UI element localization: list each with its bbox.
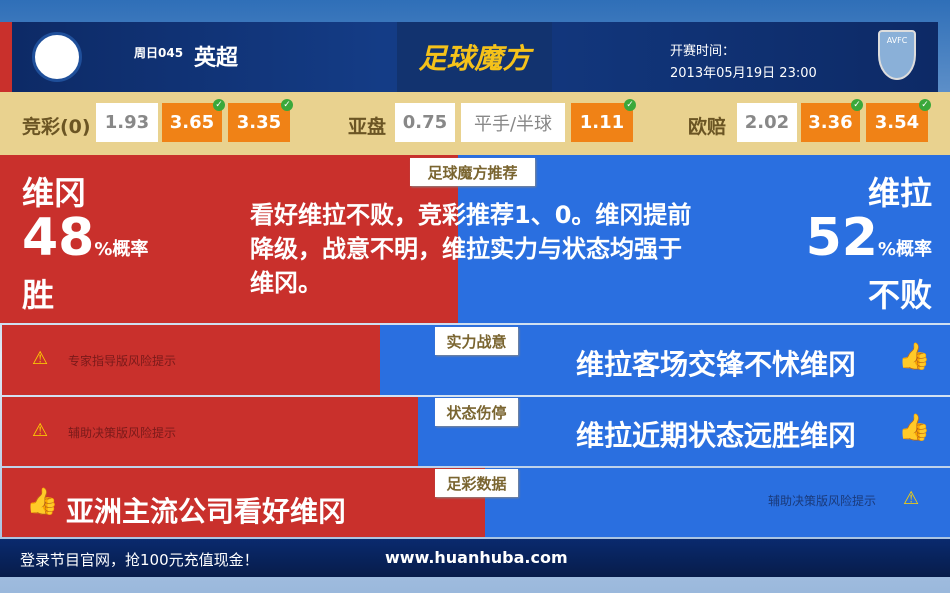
risk-link[interactable]: 辅助决策版风险提示 [768, 494, 877, 508]
row-right [485, 468, 950, 537]
divider [0, 22, 12, 92]
row-left [2, 397, 418, 466]
warning-icon: ⚠ [32, 420, 49, 441]
row-conclusion: 维拉近期状态远胜维冈 [576, 419, 857, 452]
kickoff-label: 开赛时间： [670, 44, 736, 59]
jingcai-label: 竞彩(0) [22, 116, 91, 138]
check-icon: ✓ [851, 99, 863, 111]
match-header: 周日045 英超 足球魔方 开赛时间： 2013年05月19日 23:00 AV… [0, 22, 938, 92]
website-link[interactable]: www.huanhuba.com [385, 548, 568, 567]
check-icon: ✓ [213, 99, 225, 111]
oupei-label: 欧赔 [688, 116, 727, 138]
warning-icon: ⚠ [903, 488, 920, 509]
home-result: 胜 [22, 276, 55, 314]
away-result: 不败 [867, 276, 932, 314]
odds-value: 1.11 ✓ [571, 99, 636, 142]
league-name: 英超 [194, 46, 239, 71]
check-icon: ✓ [281, 99, 293, 111]
odds-value: 1.93 [96, 103, 158, 142]
row-conclusion: 维拉客场交锋不怵维冈 [576, 348, 857, 381]
odds-value: 2.02 [737, 103, 797, 142]
away-probability: 52%概率 [805, 208, 932, 268]
home-recommend-panel [0, 155, 458, 323]
home-team-crest [32, 32, 82, 82]
app-logo: 足球魔方 [418, 42, 531, 75]
match-number: 周日045 [134, 46, 184, 60]
footer: 登录节目官网，抢100元充值现金！ www.huanhuba.com [0, 539, 950, 577]
odds-value: 3.36 ✓ [801, 99, 863, 142]
row-tag: 状态伤停 [435, 398, 518, 426]
thumbs-up-icon: 👍 [26, 487, 59, 517]
row-tag: 足彩数据 [435, 469, 518, 497]
away-team-crest: AVFC [878, 30, 916, 80]
yapan-label: 亚盘 [348, 116, 387, 138]
row-left [2, 325, 380, 395]
away-team-name: 维拉 [867, 174, 932, 212]
warning-icon: ⚠ [32, 348, 49, 369]
odds-value: 3.65 ✓ [162, 99, 225, 142]
promo-text: 登录节目官网，抢100元充值现金！ [20, 551, 259, 569]
recommend-tag: 足球魔方推荐 [410, 158, 535, 186]
odds-value: 3.35 ✓ [228, 99, 293, 142]
odds-value: 3.54 ✓ [866, 99, 931, 142]
risk-link[interactable]: 专家指导版风险提示 [68, 354, 177, 368]
row-left [2, 468, 485, 537]
home-probability: 48%概率 [22, 208, 149, 268]
handicap-value: 平手/半球 [461, 103, 565, 142]
odds-bar: 竞彩(0) 1.93 3.65 ✓ 3.35 ✓ 亚盘 0.75 平手/半球 1.1… [0, 92, 950, 155]
check-icon: ✓ [624, 99, 636, 111]
recommend-text: 看好维拉不败，竞彩推荐1、0。维冈提前降级，战意不明，维拉实力与状态均强于维冈。 [250, 201, 692, 297]
thumbs-up-icon: 👍 [898, 342, 931, 372]
thumbs-up-icon: 👍 [898, 413, 931, 443]
row-conclusion: 亚洲主流公司看好维冈 [66, 495, 347, 528]
row-tag: 实力战意 [435, 327, 518, 355]
check-icon: ✓ [919, 99, 931, 111]
odds-value: 0.75 [395, 103, 455, 142]
home-team-name: 维冈 [22, 174, 87, 212]
risk-link[interactable]: 辅助决策版风险提示 [68, 426, 177, 440]
kickoff-time: 2013年05月19日 23:00 [670, 66, 817, 81]
away-recommend-panel [458, 155, 950, 323]
